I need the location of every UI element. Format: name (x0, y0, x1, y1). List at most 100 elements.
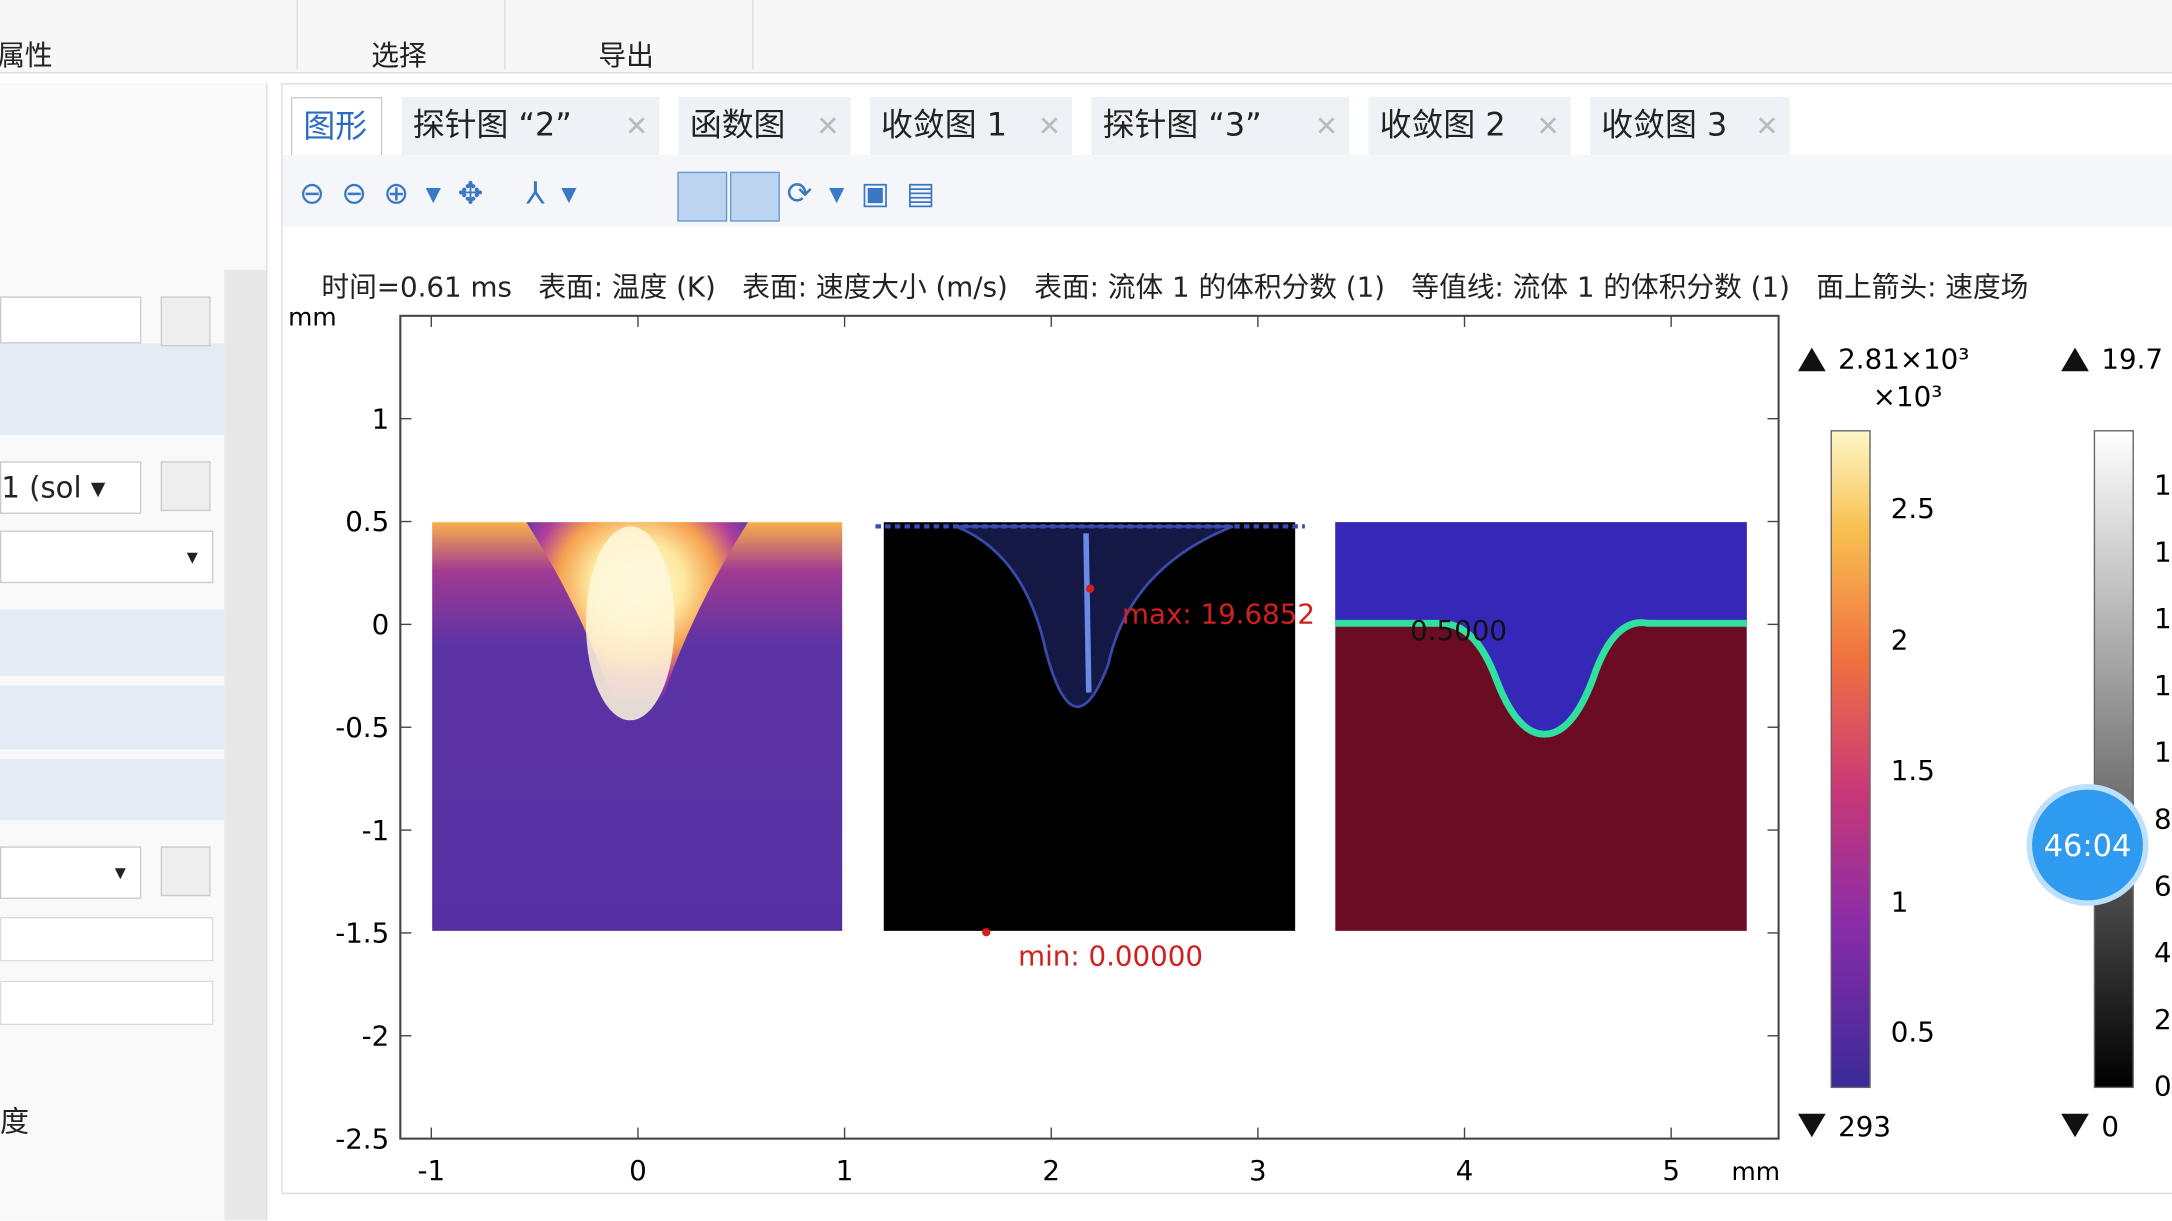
tool-button[interactable] (677, 171, 728, 222)
tab[interactable]: 收敛图 2 ✕ (1368, 96, 1571, 156)
min-triangle (1797, 1113, 1826, 1138)
tab-label: 收敛图 1 (880, 108, 1007, 145)
dropdown[interactable]: 1 (sol ▾ (0, 461, 142, 514)
contour-label: 0.5000 (1410, 614, 1507, 647)
button[interactable] (160, 846, 211, 897)
tab-label: 探针图 “3” (1102, 108, 1262, 145)
interface-contour (1335, 619, 1747, 738)
colorbar-tick: 1 (2154, 736, 2172, 769)
velocity-plume (955, 524, 1234, 709)
y-tick-label: -2.5 (335, 1122, 389, 1155)
colorbar-tick: 1 (1891, 885, 1909, 918)
colorbar (1830, 430, 1871, 1089)
x-tick-label: 3 (1249, 1154, 1267, 1187)
min-annotation: min: 0.00000 (1018, 939, 1203, 972)
tab-label: 收敛图 3 (1601, 108, 1728, 145)
max-marker (1085, 584, 1095, 593)
colorbar-tick: 1 (2154, 602, 2172, 635)
colorbar-tick: 1.5 (1891, 754, 1935, 787)
tab-label: 图形 (303, 109, 368, 146)
timer-text: 46:04 (2044, 829, 2132, 864)
y-tick-label: 1 (372, 402, 390, 435)
colorbar-tick: 2 (1891, 624, 1909, 657)
y-tick-label: -1 (362, 814, 390, 847)
y-unit: mm (288, 303, 337, 332)
toolbar (282, 155, 2172, 228)
y-tick-label: -0.5 (335, 711, 389, 744)
input[interactable] (0, 917, 214, 962)
tab-label: 函数图 (689, 108, 786, 145)
tool-button[interactable] (730, 171, 780, 222)
timer-bubble[interactable] (2026, 784, 2149, 906)
colorbar-tick: 1 (2154, 469, 2172, 502)
max-annotation: max: 19.6852 (1122, 597, 1315, 630)
x-tick-label: 4 (1456, 1154, 1474, 1187)
plot-title: 时间=0.61 ms 表面: 温度 (K) 表面: 速度大小 (m/s) 表面:… (321, 270, 2029, 304)
colorbar-tick: 2.5 (1891, 492, 1935, 525)
divider (504, 0, 506, 70)
dropdown-text: 1 (sol (1, 470, 82, 505)
colorbar-tick: 8 (2154, 803, 2172, 836)
divider (296, 0, 298, 70)
dropdown[interactable]: ▾ (0, 846, 142, 899)
y-tick-label: -2 (362, 1019, 390, 1052)
colorbar-max: 19.7 (2101, 342, 2163, 375)
min-marker (982, 928, 991, 937)
colorbar-tick: 4 (2154, 936, 2172, 969)
tab[interactable]: 收敛图 1 ✕ (869, 96, 1073, 156)
tab-label: 探针图 “2” (412, 108, 572, 145)
tab[interactable]: 图形 (290, 96, 383, 156)
max-triangle (1797, 347, 1826, 372)
divider (752, 0, 754, 70)
x-tick-label: 1 (836, 1154, 854, 1187)
colorbar-tick: 2 (2154, 1003, 2172, 1036)
x-unit: mm (1732, 1157, 1781, 1186)
y-tick-label: -1.5 (335, 917, 389, 950)
colorbar-tick: 1 (2154, 669, 2172, 702)
colorbar (2093, 430, 2134, 1089)
colorbar-min: 0 (2101, 1110, 2119, 1143)
input[interactable] (0, 296, 142, 344)
colorbar-tick: 0.5 (1891, 1016, 1935, 1049)
colorbar-tick: 6 (2154, 869, 2172, 902)
scrollbar[interactable] (224, 270, 266, 1221)
x-tick-label: -1 (418, 1154, 446, 1187)
min-triangle (2061, 1113, 2089, 1138)
toolbar-icons[interactable]: ⊖⊖⊕▾✥ ⅄▾ (299, 177, 594, 212)
y-tick-label: 0 (372, 608, 390, 641)
tab[interactable]: 函数图 ✕ (678, 96, 851, 156)
ticks: -1 0 1 2 3 4 5 1 0.5 0 -0.5 -1 -1.5 -2 -2.5 (335, 315, 1779, 1187)
y-tick-label: 0.5 (345, 505, 389, 538)
max-triangle (2061, 347, 2089, 372)
row (0, 759, 225, 821)
button[interactable] (160, 461, 211, 512)
colorbar-multiplier: ×10³ (1873, 380, 1943, 413)
toolbar-icons[interactable]: ⟳▾▣▤ (786, 177, 952, 212)
dropdown[interactable]: ▾ (0, 530, 214, 584)
plume-core (585, 526, 675, 721)
colorbar-tick: 0 (2154, 1070, 2172, 1103)
row (0, 685, 225, 750)
colorbar-max: 2.81×10³ (1838, 342, 1969, 375)
header-bar (0, 0, 2172, 74)
gas-region (1335, 522, 1747, 735)
header-tab[interactable]: 属性 (0, 38, 53, 73)
tab[interactable]: 收敛图 3 ✕ (1590, 96, 1790, 156)
header-tab[interactable]: 导出 (598, 38, 654, 73)
row (0, 343, 225, 435)
tab-label: 收敛图 2 (1379, 108, 1506, 145)
tab[interactable]: 探针图 “3” ✕ (1091, 96, 1350, 156)
x-tick-label: 2 (1042, 1154, 1060, 1187)
button[interactable] (160, 296, 211, 347)
colorbar-min: 293 (1838, 1110, 1891, 1143)
colorbar-tick: 1 (2154, 535, 2172, 568)
row (0, 609, 225, 676)
tab[interactable]: 探针图 “2” ✕ (401, 96, 660, 156)
header-tab[interactable]: 选择 (371, 38, 427, 73)
velocity-jet (1083, 533, 1092, 693)
x-tick-label: 0 (629, 1154, 647, 1187)
input[interactable] (0, 980, 214, 1026)
x-tick-label: 5 (1662, 1154, 1680, 1187)
